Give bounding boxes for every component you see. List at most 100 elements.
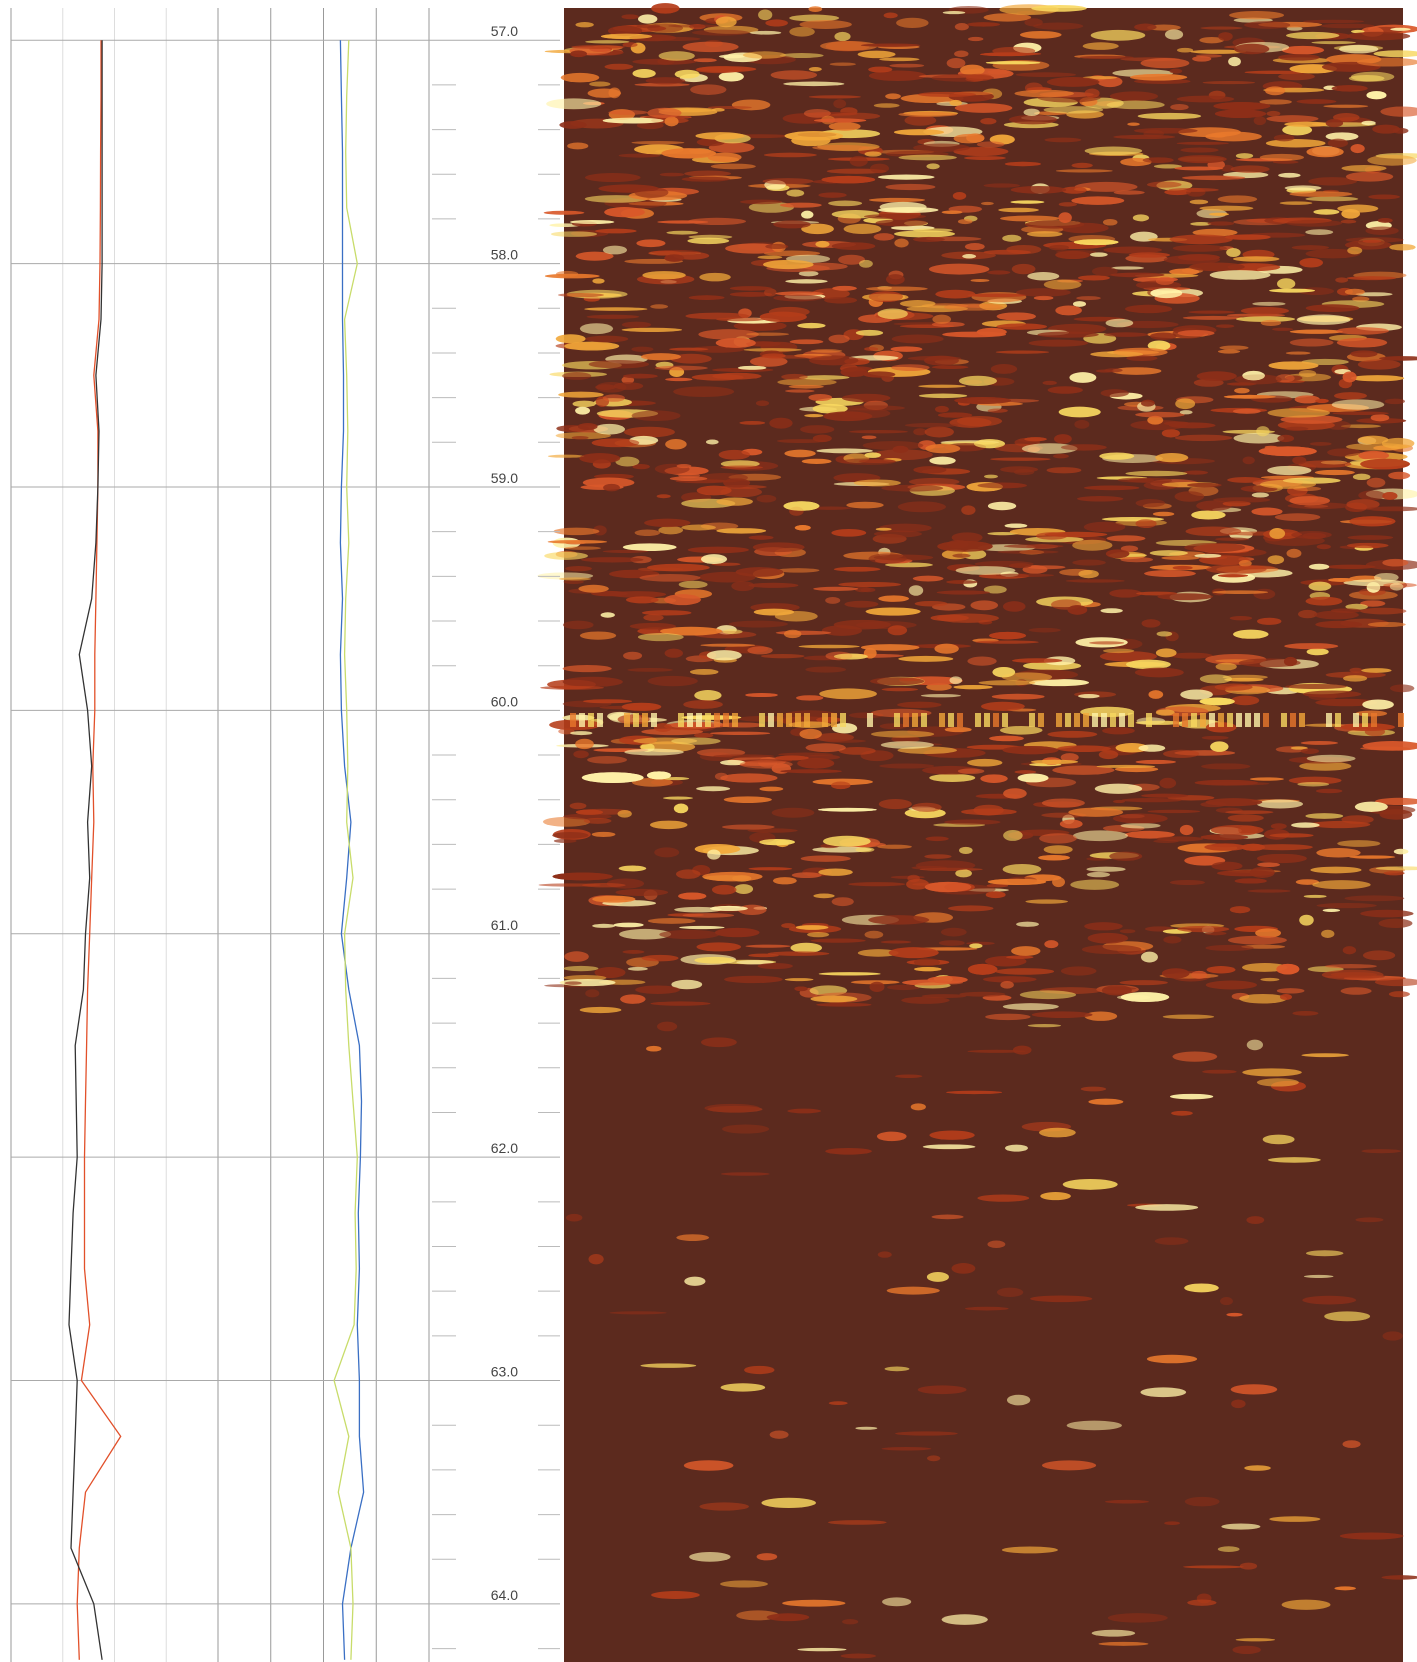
texture-blob: [747, 646, 773, 655]
texture-blob: [1068, 807, 1124, 817]
texture-blob: [1361, 668, 1392, 673]
texture-blob: [1196, 371, 1237, 382]
texture-blob: [892, 445, 909, 453]
texture-blob: [1289, 191, 1353, 197]
texture-blob: [1232, 1645, 1261, 1655]
texture-blob: [980, 118, 997, 125]
texture-blob: [555, 432, 611, 440]
texture-blob: [743, 348, 802, 352]
texture-blob: [1054, 434, 1072, 444]
texture-blob: [896, 17, 929, 29]
texture-blob: [965, 73, 993, 81]
texture-blob: [1184, 1496, 1220, 1507]
texture-blob: [1199, 37, 1225, 44]
texture-blob: [1229, 615, 1253, 621]
texture-blob: [866, 286, 928, 292]
texture-blob: [926, 163, 940, 170]
texture-blob: [881, 1446, 932, 1451]
texture-blob: [1214, 683, 1253, 691]
texture-blob: [828, 112, 881, 120]
texture-blob: [693, 58, 717, 63]
texture-blob: [1281, 45, 1325, 55]
texture-blob: [1294, 395, 1320, 404]
texture-blob: [1129, 73, 1188, 81]
texture-blob: [884, 1366, 910, 1372]
texture-blob: [1058, 202, 1077, 207]
texture-blob: [954, 396, 1012, 404]
texture-blob: [924, 426, 954, 438]
texture-blob: [654, 365, 708, 371]
texture-blob: [1142, 157, 1174, 163]
texture-blob: [833, 99, 847, 109]
texture-blob: [1370, 414, 1390, 422]
texture-blob: [1298, 460, 1352, 468]
texture-blob: [1207, 221, 1235, 226]
texture-blob: [840, 367, 868, 378]
texture-blob: [651, 3, 680, 14]
texture-blob: [1279, 993, 1293, 1000]
texture-blob: [600, 612, 615, 618]
texture-blob: [1298, 609, 1318, 619]
texture-blob: [1201, 735, 1229, 740]
texture-blob: [760, 653, 805, 659]
texture-blob: [870, 163, 890, 174]
texture-blob: [682, 913, 735, 918]
texture-blob: [1220, 1297, 1233, 1306]
texture-blob: [1152, 511, 1175, 517]
texture-blob: [1267, 1157, 1321, 1163]
texture-blob: [894, 238, 909, 248]
texture-blob: [659, 172, 685, 177]
texture-blob: [1057, 745, 1111, 752]
texture-blob: [1242, 1068, 1302, 1077]
texture-band: [1191, 713, 1197, 727]
texture-blob: [649, 820, 688, 830]
texture-blob: [1035, 532, 1068, 540]
texture-blob: [880, 940, 912, 944]
texture-blob: [797, 1647, 847, 1652]
texture-blob: [1159, 777, 1177, 789]
texture-blob: [1226, 248, 1241, 257]
texture-blob: [904, 422, 958, 428]
texture-blob: [1362, 239, 1382, 243]
texture-blob: [1079, 55, 1134, 60]
texture-blob: [907, 874, 920, 883]
texture-blob: [1009, 563, 1032, 569]
texture-blob: [1058, 212, 1072, 224]
texture-blob: [1269, 528, 1286, 539]
texture-blob: [977, 482, 1027, 489]
texture-blob: [1379, 356, 1417, 361]
texture-blob: [687, 237, 730, 245]
texture-blob: [657, 220, 709, 224]
texture-blob: [622, 373, 658, 379]
texture-blob: [1002, 745, 1059, 755]
texture-blob: [970, 600, 999, 611]
texture-band: [1209, 713, 1215, 727]
texture-blob: [868, 197, 926, 203]
texture-blob: [1349, 516, 1396, 527]
texture-blob: [1082, 42, 1119, 50]
texture-blob: [1366, 477, 1386, 488]
texture-band: [579, 713, 585, 727]
texture-blob: [1106, 535, 1146, 542]
texture-blob: [570, 220, 615, 224]
texture-blob: [716, 497, 753, 506]
texture-blob: [642, 271, 686, 280]
texture-blob: [1262, 1134, 1295, 1145]
texture-blob: [720, 1172, 770, 1176]
texture-blob: [769, 417, 793, 429]
texture-blob: [571, 45, 625, 49]
texture-blob: [1055, 169, 1113, 173]
texture-blob: [1072, 301, 1087, 307]
texture-blob: [1354, 801, 1388, 812]
texture-blob: [622, 42, 638, 48]
texture-blob: [1289, 496, 1330, 506]
texture-blob: [575, 809, 604, 815]
texture-blob: [1006, 955, 1034, 959]
texture-blob: [1094, 783, 1143, 794]
texture-blob: [776, 568, 820, 573]
texture-blob: [542, 816, 591, 827]
texture-blob: [748, 535, 774, 540]
texture-blob: [1341, 165, 1387, 172]
texture-blob: [592, 895, 636, 903]
texture-band: [1002, 713, 1008, 727]
